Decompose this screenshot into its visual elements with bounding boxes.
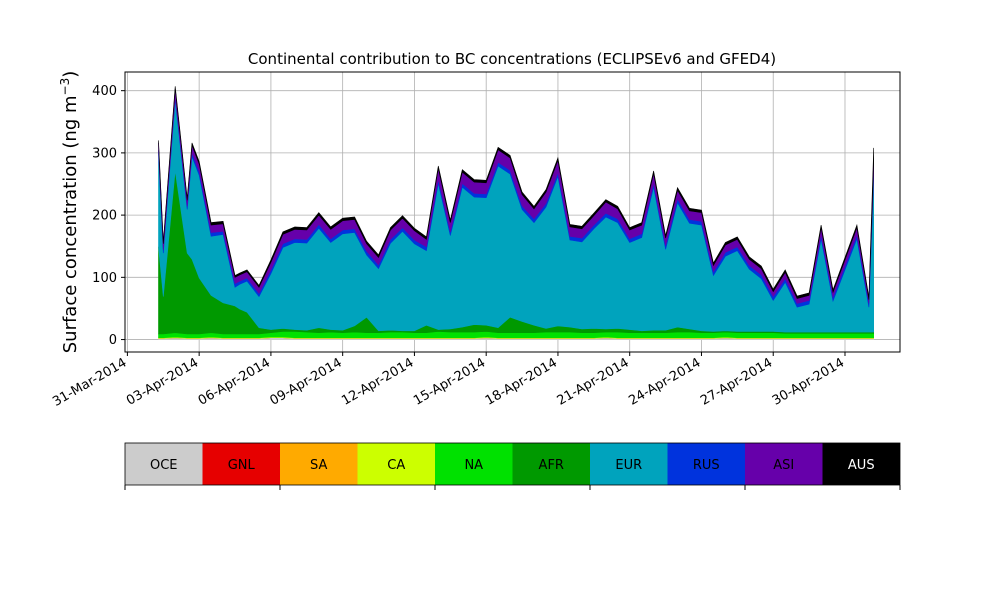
legend-label-oce: OCE <box>150 458 178 473</box>
legend-label-gnl: GNL <box>228 458 256 473</box>
legend-label-rus: RUS <box>693 458 720 473</box>
legend-swatch-aus <box>822 443 900 485</box>
y-tick-label-200: 200 <box>92 209 117 224</box>
stacked-areas <box>158 86 874 340</box>
plot-frame <box>124 71 901 353</box>
legend-swatch-sa <box>280 443 358 485</box>
y-axis-label-close: ) <box>60 71 81 78</box>
legend-swatch-rus <box>667 443 745 485</box>
legend-swatch-gnl <box>202 443 280 485</box>
y-tick-label-400: 400 <box>92 84 117 99</box>
x-tick-label-0: 31-Mar-2014 <box>50 355 129 409</box>
legend-label-ca: CA <box>387 458 405 473</box>
legend-label-asi: ASI <box>773 458 794 473</box>
y-axis-label-main: Surface concentration (ng m <box>60 95 81 353</box>
x-tick-label-6: 18-Apr-2014 <box>483 355 560 408</box>
x-tick-label-5: 15-Apr-2014 <box>411 355 488 408</box>
legend-swatch-asi <box>745 443 823 485</box>
legend-swatch-na <box>435 443 513 485</box>
y-tick-label-100: 100 <box>92 271 117 286</box>
x-tick-label-2: 06-Apr-2014 <box>196 355 273 408</box>
legend-frame <box>124 442 901 486</box>
legend-colorbar: OCE GNL SA CA NA AFR EUR RUS ASI AUS <box>124 442 901 490</box>
x-tick-label-9: 27-Apr-2014 <box>698 355 775 408</box>
x-tick-label-7: 21-Apr-2014 <box>555 355 632 408</box>
legend-label-eur: EUR <box>615 458 642 473</box>
legend-label-aus: AUS <box>848 458 875 473</box>
y-tick-label-0: 0 <box>109 333 117 348</box>
legend-label-na: NA <box>464 458 483 473</box>
x-tick-label-8: 24-Apr-2014 <box>626 355 703 408</box>
y-axis-label: Surface concentration (ng m−3) <box>58 71 81 354</box>
y-axis-label-sup: −3 <box>58 78 72 96</box>
area-series-aus <box>158 86 874 300</box>
legend-swatch-oce <box>125 443 203 485</box>
area-series-eur <box>158 99 874 333</box>
legend-label-afr: AFR <box>539 458 564 473</box>
legend-swatch-afr <box>512 443 590 485</box>
x-axis: 31-Mar-201403-Apr-201406-Apr-201409-Apr-… <box>50 352 847 410</box>
y-tick-label-300: 300 <box>92 146 117 161</box>
x-tick-label-4: 12-Apr-2014 <box>339 355 416 408</box>
x-tick-label-10: 30-Apr-2014 <box>770 355 847 408</box>
x-tick-label-1: 03-Apr-2014 <box>124 355 201 408</box>
legend-label-sa: SA <box>310 458 327 473</box>
x-tick-label-3: 09-Apr-2014 <box>268 355 345 408</box>
chart-title: Continental contribution to BC concentra… <box>248 50 776 68</box>
legend-swatch-ca <box>357 443 435 485</box>
y-axis: 0 100 200 300 400 <box>92 84 125 348</box>
legend-swatch-eur <box>590 443 668 485</box>
